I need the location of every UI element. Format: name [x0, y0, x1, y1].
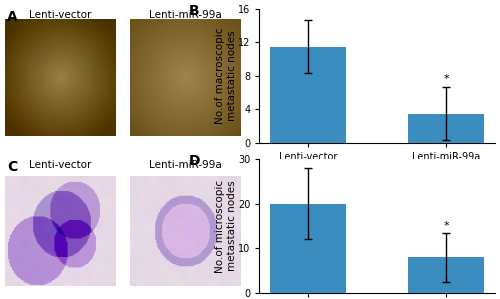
- Text: Lenti-vector: Lenti-vector: [29, 10, 92, 20]
- Text: Lenti-miR-99a: Lenti-miR-99a: [149, 10, 222, 20]
- Text: D: D: [189, 154, 200, 168]
- Y-axis label: No.of macroscopic
metastatic nodes: No.of macroscopic metastatic nodes: [215, 28, 236, 124]
- Text: *: *: [444, 221, 449, 231]
- Text: B: B: [189, 4, 200, 18]
- Bar: [408, 114, 484, 143]
- Bar: [270, 47, 346, 143]
- Text: Lenti-miR-99a: Lenti-miR-99a: [149, 160, 222, 170]
- Bar: [270, 204, 346, 293]
- Text: A: A: [8, 10, 18, 24]
- Text: *: *: [444, 74, 449, 84]
- Y-axis label: No.of microscopic
metastatic nodes: No.of microscopic metastatic nodes: [215, 179, 236, 273]
- Text: Lenti-vector: Lenti-vector: [29, 160, 92, 170]
- Bar: [408, 257, 484, 293]
- Text: C: C: [8, 160, 18, 174]
